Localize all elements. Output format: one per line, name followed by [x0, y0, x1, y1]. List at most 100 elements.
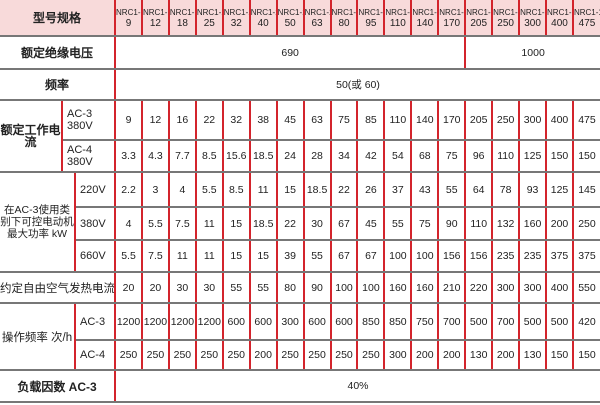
value-cell: 3	[140, 171, 170, 208]
model-header: NRC1-1-110	[383, 0, 413, 37]
row-sublabel: AC-4 380V	[60, 139, 117, 173]
value-cell: 110	[491, 139, 521, 173]
value-cell: 30	[194, 271, 224, 304]
value-cell: 20	[140, 271, 170, 304]
operating-frequency-row: 操作频率 次/h AC-3 1200 1200 1200 1200 600 600 300 600…	[0, 302, 600, 371]
value-cell: 100	[356, 271, 386, 304]
value-cell: 32	[221, 99, 251, 141]
model-prefix: NRC1-1-	[116, 7, 141, 17]
value-cell: 300	[518, 99, 548, 141]
value-cell: 500	[518, 302, 548, 341]
header-label: 型号规格	[0, 0, 117, 37]
value-cell: 67	[329, 239, 359, 273]
value-cell: 80	[275, 271, 305, 304]
value-cell: 4	[167, 171, 197, 208]
value-cell: 8.5	[221, 171, 251, 208]
value-cell: 1200	[140, 302, 170, 341]
value-cell: 30	[167, 271, 197, 304]
value-cell: 750	[410, 302, 440, 341]
value-cell: 300	[275, 302, 305, 341]
value-cell: 300	[518, 271, 548, 304]
value-cell: 250	[114, 339, 143, 371]
value-cell: 700	[437, 302, 467, 341]
value-cell: 78	[491, 171, 521, 208]
value-cell: 600	[248, 302, 278, 341]
model-number: 18	[176, 17, 188, 29]
model-prefix: NRC1-1-	[493, 7, 518, 17]
value-cell: 75	[410, 206, 440, 241]
model-number: 300	[524, 17, 541, 29]
value-cell: 55	[221, 271, 251, 304]
value-cell: 600	[302, 302, 332, 341]
value-cell: 11	[194, 206, 224, 241]
model-header: NRC1-1-12	[140, 0, 170, 37]
value-cell: 600	[221, 302, 251, 341]
value-cell: 90	[437, 206, 467, 241]
value-cell: 68	[410, 139, 440, 173]
header-row: 型号规格NRC1-1-9NRC1-1-12NRC1-1-18NRC1-1-25N…	[0, 0, 600, 37]
power-row: 660V 5.5 7.5 11 11 15 15 39 55 67 67 100 100 156 156 23…	[0, 239, 600, 273]
model-number: 50	[284, 17, 296, 29]
model-header: NRC1-1-170	[437, 0, 467, 37]
value-cell: 160	[410, 271, 440, 304]
value-cell: 85	[356, 99, 386, 141]
value-cell: 100	[383, 239, 413, 273]
value-cell: 1200	[167, 302, 197, 341]
model-header: NRC1-1-140	[410, 0, 440, 37]
value-cell: 375	[571, 239, 600, 273]
value-cell: 160	[518, 206, 548, 241]
value-cell: 15.6	[221, 139, 251, 173]
current-row: 额定工作电流 AC-3 380V 9 12 16 22 32 38 45 63 75 85 110 140…	[0, 99, 600, 173]
model-number: 25	[203, 17, 215, 29]
value-cell: 160	[383, 271, 413, 304]
value-cell: 150	[545, 339, 574, 371]
value-cell: 132	[491, 206, 521, 241]
model-prefix: NRC1-1-	[547, 7, 572, 17]
row-label: 额定绝缘电压	[0, 35, 117, 70]
value-cell: 156	[437, 239, 467, 273]
model-header: NRC1-1-32	[221, 0, 251, 37]
value-cell: 235	[491, 239, 521, 273]
value-cell: 55	[248, 271, 278, 304]
operating-frequency-row: AC-4 250 250 250 250 250 200 250 250 250 250 300 200…	[0, 339, 600, 371]
value-cell: 15	[275, 171, 305, 208]
model-prefix: NRC1-1-	[223, 7, 249, 17]
value-cell: 11	[167, 239, 197, 273]
value-cell: 55	[302, 239, 332, 273]
value-cell: 475	[571, 99, 600, 141]
value-cell: 43	[410, 171, 440, 208]
model-number: 63	[311, 17, 323, 29]
value-cell: 235	[518, 239, 548, 273]
model-number: 95	[365, 17, 377, 29]
value-cell: 55	[437, 171, 467, 208]
value-cell: 20	[114, 271, 143, 304]
value-cell: 90	[302, 271, 332, 304]
value-cell: 63	[302, 99, 332, 141]
model-header: NRC1-1-95	[356, 0, 386, 37]
model-prefix: NRC1-1-	[277, 7, 303, 17]
model-number: 80	[338, 17, 350, 29]
value-cell: 1200	[114, 302, 143, 341]
value-cell: 500	[545, 302, 574, 341]
value-cell: 250	[571, 206, 600, 241]
value-cell: 11	[248, 171, 278, 208]
row-label: 额定工作电流	[0, 99, 63, 173]
value-cell: 96	[464, 139, 494, 173]
value-cell: 18.5	[248, 206, 278, 241]
value-cell: 5.5	[140, 206, 170, 241]
value-cell: 34	[329, 139, 359, 173]
value-cell: 38	[248, 99, 278, 141]
value-cell: 5.5	[114, 239, 143, 273]
row-sublabel: AC-3	[73, 302, 117, 341]
model-header: NRC1-1-400	[545, 0, 574, 37]
value-cell: 200	[410, 339, 440, 371]
load-factor-row: 负载因数 AC-3 40%	[0, 369, 600, 403]
value-cell: 145	[571, 171, 600, 208]
value-cell: 26	[356, 171, 386, 208]
value-cell: 15	[221, 206, 251, 241]
value-cell: 400	[545, 99, 574, 141]
model-header: NRC1-1-25	[194, 0, 224, 37]
model-number: 40	[257, 17, 269, 29]
value-cell: 690	[114, 35, 467, 70]
model-number: 110	[389, 17, 406, 29]
